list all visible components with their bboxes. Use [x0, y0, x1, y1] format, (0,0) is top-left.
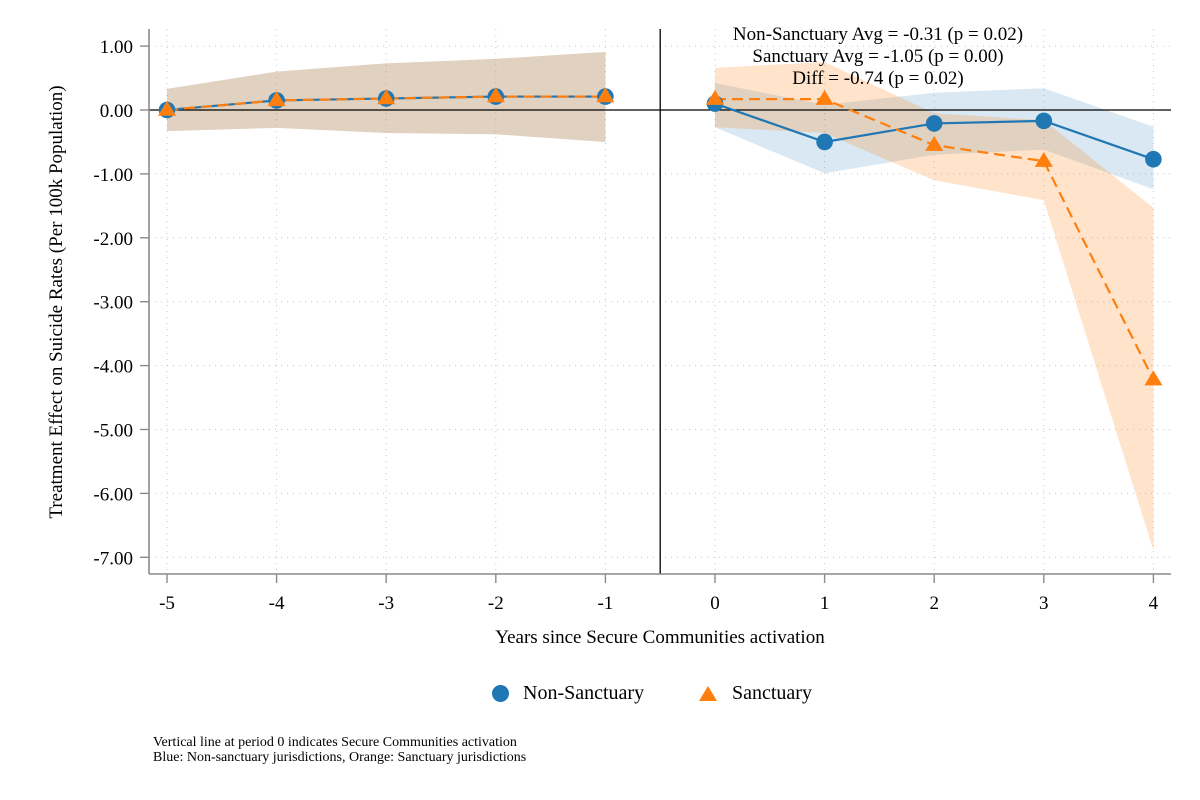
data-point-sanctuary	[1144, 370, 1163, 386]
x-tick-label: -4	[269, 593, 285, 614]
y-tick-label: -3.00	[93, 293, 133, 314]
data-point-sanctuary	[815, 89, 834, 105]
stats-annotation: Non-Sanctuary Avg = -0.31 (p = 0.02) San…	[733, 24, 1023, 89]
series-markers	[158, 87, 1163, 386]
x-tick-label: 1	[820, 593, 830, 614]
series-line-sanctuary	[166, 95, 606, 112]
y-tick-label: 1.00	[100, 37, 133, 58]
footnote-line-2: Blue: Non-sanctuary jurisdictions, Orang…	[153, 750, 527, 765]
data-point-sanctuary	[158, 100, 176, 116]
data-point-non-sanctuary	[1035, 112, 1053, 130]
annotation-diff: Diff = -0.74 (p = 0.02)	[792, 68, 963, 89]
annotation-sanctuary-avg: Sanctuary Avg = -1.05 (p = 0.00)	[752, 46, 1003, 67]
data-point-non-sanctuary	[1145, 150, 1162, 168]
data-point-sanctuary	[486, 87, 505, 103]
data-point-sanctuary	[925, 135, 944, 151]
legend-label-sanctuary: Sanctuary	[732, 682, 812, 704]
y-tick-label: -7.00	[93, 548, 133, 569]
circle-marker-icon	[492, 685, 509, 702]
y-tick-label: -6.00	[93, 484, 133, 505]
data-point-sanctuary	[267, 91, 286, 107]
legend-item-non-sanctuary: Non-Sanctuary	[492, 682, 644, 705]
ci-band-sanctuary	[715, 62, 1154, 551]
x-tick-label: 0	[710, 593, 720, 614]
annotation-non-sanctuary-avg: Non-Sanctuary Avg = -0.31 (p = 0.02)	[733, 24, 1023, 45]
y-tick-label: -4.00	[93, 357, 133, 378]
axes	[140, 29, 1171, 583]
legend-label-non-sanctuary: Non-Sanctuary	[523, 682, 645, 704]
reference-lines	[149, 29, 1171, 574]
data-point-sanctuary	[596, 87, 615, 103]
y-tick-label: -5.00	[93, 421, 133, 442]
legend-item-sanctuary: Sanctuary	[699, 682, 812, 705]
x-tick-label: 2	[929, 593, 939, 614]
data-point-non-sanctuary	[816, 133, 833, 151]
x-tick-label: -2	[488, 593, 504, 614]
y-tick-label: 0.00	[100, 101, 133, 122]
x-tick-label: -5	[159, 593, 175, 614]
x-tick-label: -3	[378, 593, 394, 614]
data-point-sanctuary	[1034, 151, 1053, 167]
legend: Non-Sanctuary Sanctuary	[0, 682, 1200, 716]
y-tick-label: -2.00	[93, 229, 133, 250]
data-point-sanctuary	[706, 89, 724, 105]
x-tick-label: -1	[597, 593, 613, 614]
triangle-marker-icon	[699, 686, 717, 701]
x-tick-label: 3	[1039, 593, 1049, 614]
x-tick-label: 4	[1149, 593, 1159, 614]
y-tick-label: -1.00	[93, 165, 133, 186]
data-point-sanctuary	[377, 89, 396, 105]
footnote: Vertical line at period 0 indicates Secu…	[153, 735, 526, 765]
x-axis-title: Years since Secure Communities activatio…	[495, 627, 825, 648]
footnote-line-1: Vertical line at period 0 indicates Secu…	[153, 735, 517, 750]
data-point-non-sanctuary	[925, 115, 943, 132]
y-axis-title: Treatment Effect on Suicide Rates (Per 1…	[46, 85, 67, 518]
event-study-chart: 1.00 0.00 -1.00 -2.00 -3.00 -4.00 -5.00 -6.00 -7…	[46, 24, 1171, 648]
tick-labels: 1.00 0.00 -1.00 -2.00 -3.00 -4.00 -5.00 -6.00 -7…	[93, 37, 1158, 614]
